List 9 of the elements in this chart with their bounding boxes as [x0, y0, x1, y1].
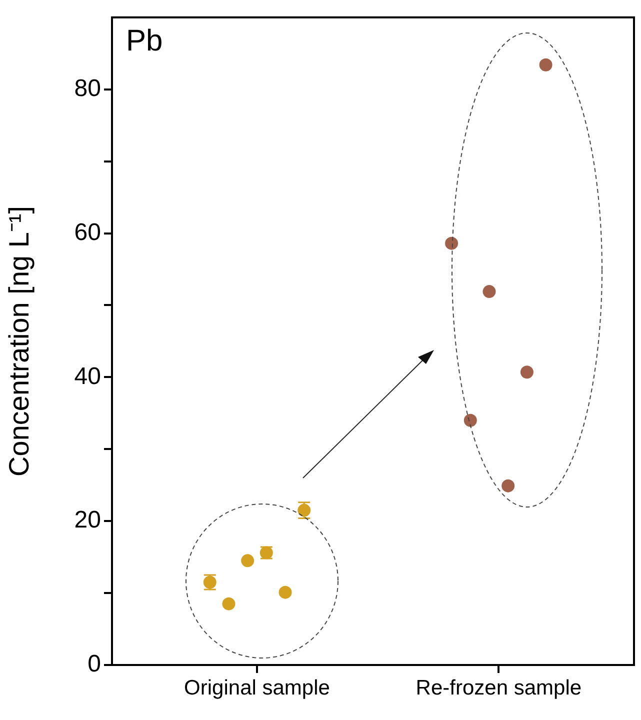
x-tick-label: Original sample — [184, 676, 330, 700]
annotation: Pb — [126, 24, 163, 58]
y-tick-label: 0 — [88, 650, 101, 678]
y-tick-label: 40 — [74, 362, 101, 390]
y-axis-title: Concentration [ng L⁻¹] — [4, 206, 35, 476]
y-tick-label: 80 — [74, 74, 101, 102]
x-tick-label: Re-frozen sample — [416, 676, 582, 700]
y-tick-label: 60 — [74, 218, 101, 246]
y-tick-label: 20 — [74, 506, 101, 534]
